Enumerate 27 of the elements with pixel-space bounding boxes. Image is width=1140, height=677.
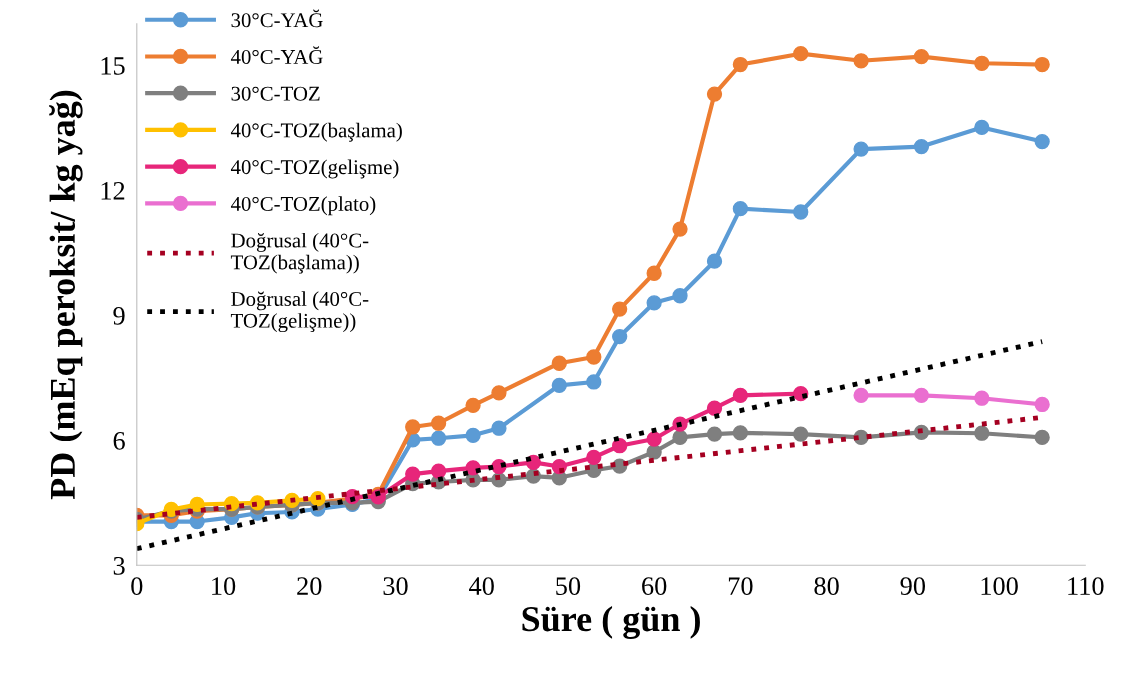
y-tick-label: 15	[101, 57, 125, 75]
legend-label: Doğrusal (40°C- TOZ(gelişme))	[230, 291, 369, 333]
y-tick-label: 9	[113, 307, 125, 325]
x-axis-title: Süre ( gün )	[522, 605, 700, 639]
x-tick-label: 60	[642, 577, 667, 595]
x-tick-label: 80	[814, 577, 839, 595]
x-tick-label: 40	[469, 577, 494, 595]
legend-label: 40°C-TOZ(başlama)	[230, 122, 402, 142]
legend-label: Doğrusal (40°C- TOZ(başlama))	[230, 232, 369, 274]
y-tick-label: 6	[113, 431, 125, 450]
x-tick-label: 100	[981, 577, 1018, 595]
y-tick-label: 12	[101, 182, 125, 200]
legend-label: 30°C-TOZ	[231, 86, 320, 101]
x-tick-label: 30	[383, 577, 408, 595]
legend-label: 30°C-YAĞ	[231, 9, 323, 28]
y-axis-title: PD (mEq peroksit/ kg yağ)	[49, 90, 83, 500]
x-tick-label: 20	[297, 577, 322, 595]
x-tick-label: 70	[728, 577, 753, 595]
legend-label: 40°C-YAĞ	[230, 46, 323, 64]
x-tick-label: 0	[131, 577, 143, 595]
legend-label: 40°C-TOZ(gelişme)	[230, 159, 399, 179]
x-tick-label: 90	[900, 577, 926, 595]
x-tick-label: 50	[556, 577, 581, 595]
legend-label: 40°C-TOZ(plato)	[230, 196, 376, 216]
x-tick-label: 10	[212, 577, 236, 595]
x-tick-label: 110	[1068, 577, 1104, 595]
y-tick-label: 3	[113, 556, 125, 575]
